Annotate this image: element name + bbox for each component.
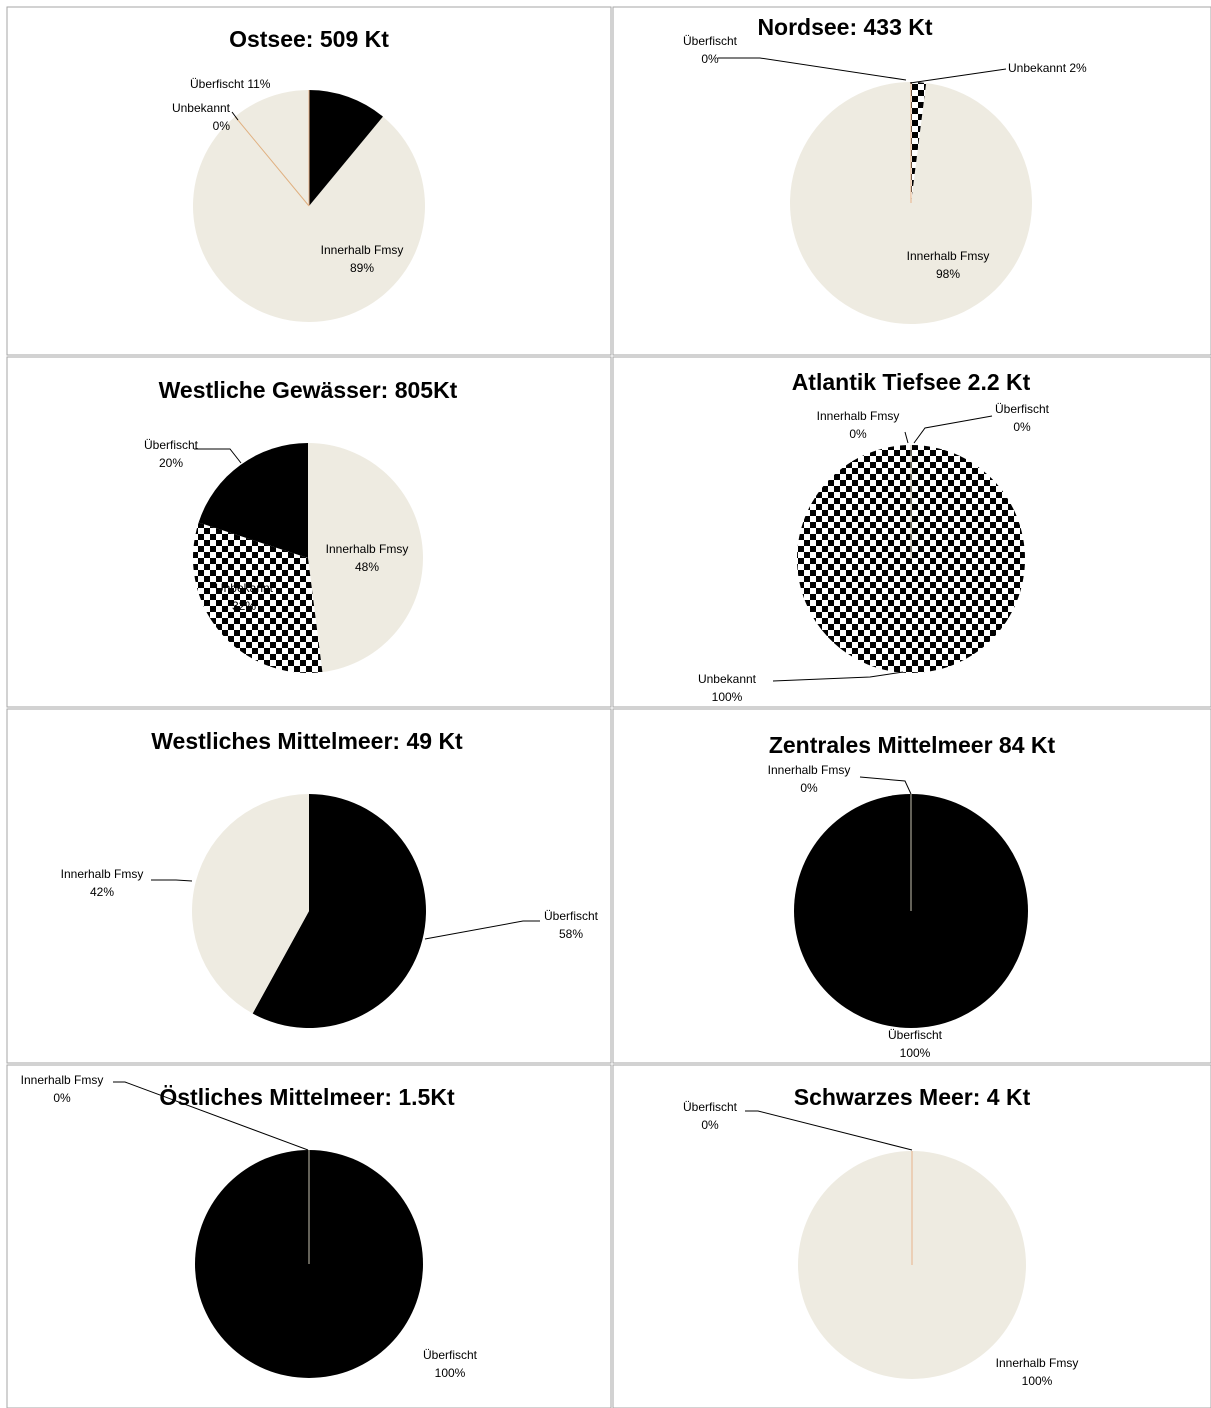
- chart-frame: [6, 356, 612, 708]
- data-label-ueberfischt: Überfischt 58%: [544, 909, 599, 941]
- data-label-unbekannt: Unbekannt 2%: [1008, 61, 1087, 75]
- chart-frame: [6, 6, 612, 356]
- leader-line: [745, 1110, 913, 1151]
- chart-frame: [612, 1064, 1211, 1408]
- leader-line: [772, 671, 904, 682]
- slice-ueberfischt: [252, 794, 426, 1028]
- data-label-innerhalb-fmsy: Innerhalb Fmsy 0%: [817, 409, 900, 441]
- slice-unbekannt: [234, 116, 310, 207]
- leader-line: [231, 111, 239, 121]
- chart-title: Westliches Mittelmeer: 49 Kt: [151, 728, 463, 754]
- data-label-ueberfischt: Überfischt 11%: [190, 77, 271, 91]
- leader-line: [913, 415, 993, 444]
- slice-unbekannt: [193, 522, 323, 674]
- chart-schwarzes-meer-4-kt: Schwarzes Meer: 4 Kt Innerhalb Fmsy 100% Üb…: [612, 1064, 1211, 1408]
- chart-frame: [612, 356, 1211, 708]
- chart-frame: [612, 6, 1211, 356]
- chart-title: Zentrales Mittelmeer 84 Kt: [769, 732, 1056, 758]
- data-label-innerhalb-fmsy: Innerhalb Fmsy 89%: [321, 243, 404, 275]
- data-label-unbekannt: Unbekannt 32%: [215, 581, 274, 613]
- data-label-innerhalb-fmsy: Innerhalb Fmsy 0%: [21, 1073, 104, 1105]
- chart-title: Atlantik Tiefsee 2.2 Kt: [792, 369, 1031, 395]
- slice-unbekannt: [911, 82, 927, 203]
- slice-innerhalb-fmsy: [308, 443, 423, 673]
- chart-ostsee-509-kt: Ostsee: 509 Kt Innerhalb Fmsy 89% Unbekannt…: [6, 6, 612, 356]
- chart-westliche-gewaesser-805kt: Westliche Gewässer: 805Kt Innerhalb Fmsy 4…: [6, 356, 612, 708]
- data-label-ueberfischt: Überfischt 0%: [995, 402, 1050, 434]
- data-label-innerhalb-fmsy: Innerhalb Fmsy 98%: [907, 249, 990, 281]
- slice-ueberfischt: [309, 90, 383, 206]
- data-label-ueberfischt: Überfischt 100%: [888, 1028, 943, 1060]
- leader-line: [859, 776, 912, 795]
- data-label-ueberfischt: Überfischt 100%: [423, 1348, 478, 1380]
- data-label-innerhalb-fmsy: Innerhalb Fmsy 48%: [326, 542, 409, 574]
- data-label-unbekannt: Unbekannt 0%: [172, 101, 231, 133]
- chart-frame: [6, 708, 612, 1064]
- leader-line: [194, 448, 242, 464]
- data-label-ueberfischt: Überfischt 0%: [683, 1100, 738, 1132]
- chart-zentrales-mittelmeer-84-kt: Zentrales Mittelmeer 84 Kt Überfischt 100%…: [612, 708, 1211, 1064]
- chart-westliches-mittelmeer-49-kt: Westliches Mittelmeer: 49 Kt Überfischt 58…: [6, 708, 612, 1064]
- chart-frame: [612, 708, 1211, 1064]
- data-label-innerhalb-fmsy: Innerhalb Fmsy 100%: [996, 1356, 1079, 1388]
- chart-title: Nordsee: 433 Kt: [757, 14, 932, 40]
- data-label-ueberfischt: Überfischt 20%: [144, 438, 199, 470]
- chart-title: Schwarzes Meer: 4 Kt: [794, 1084, 1031, 1110]
- chart-title: Westliche Gewässer: 805Kt: [159, 377, 458, 403]
- data-label-ueberfischt: Überfischt 0%: [683, 34, 738, 66]
- chart-title: Östliches Mittelmeer: 1.5Kt: [159, 1084, 455, 1110]
- slice-innerhalb-fmsy: [191, 794, 309, 1014]
- data-label-unbekannt: Unbekannt 100%: [698, 672, 757, 704]
- chart-oestliches-mittelmeer-1-5kt: Östliches Mittelmeer: 1.5Kt Überfischt 100…: [6, 1064, 612, 1408]
- leader-line: [718, 57, 907, 81]
- slice-ueberfischt: [198, 442, 308, 558]
- data-label-innerhalb-fmsy: Innerhalb Fmsy 0%: [768, 763, 851, 795]
- leader-line: [151, 879, 193, 882]
- leader-line: [909, 68, 1007, 84]
- chart-atlantik-tiefsee-2-2-kt: Atlantik Tiefsee 2.2 Kt Überfischt 0% Unbek…: [612, 356, 1211, 708]
- leader-line: [424, 920, 540, 940]
- chart-frame: [6, 1064, 612, 1408]
- leader-line: [904, 431, 909, 444]
- chart-nordsee-433-kt: Nordsee: 433 Kt Innerhalb Fmsy 98% Unbekann…: [612, 6, 1211, 356]
- chart-title: Ostsee: 509 Kt: [229, 26, 389, 52]
- leader-line: [113, 1081, 309, 1151]
- data-label-innerhalb-fmsy: Innerhalb Fmsy 42%: [61, 867, 144, 899]
